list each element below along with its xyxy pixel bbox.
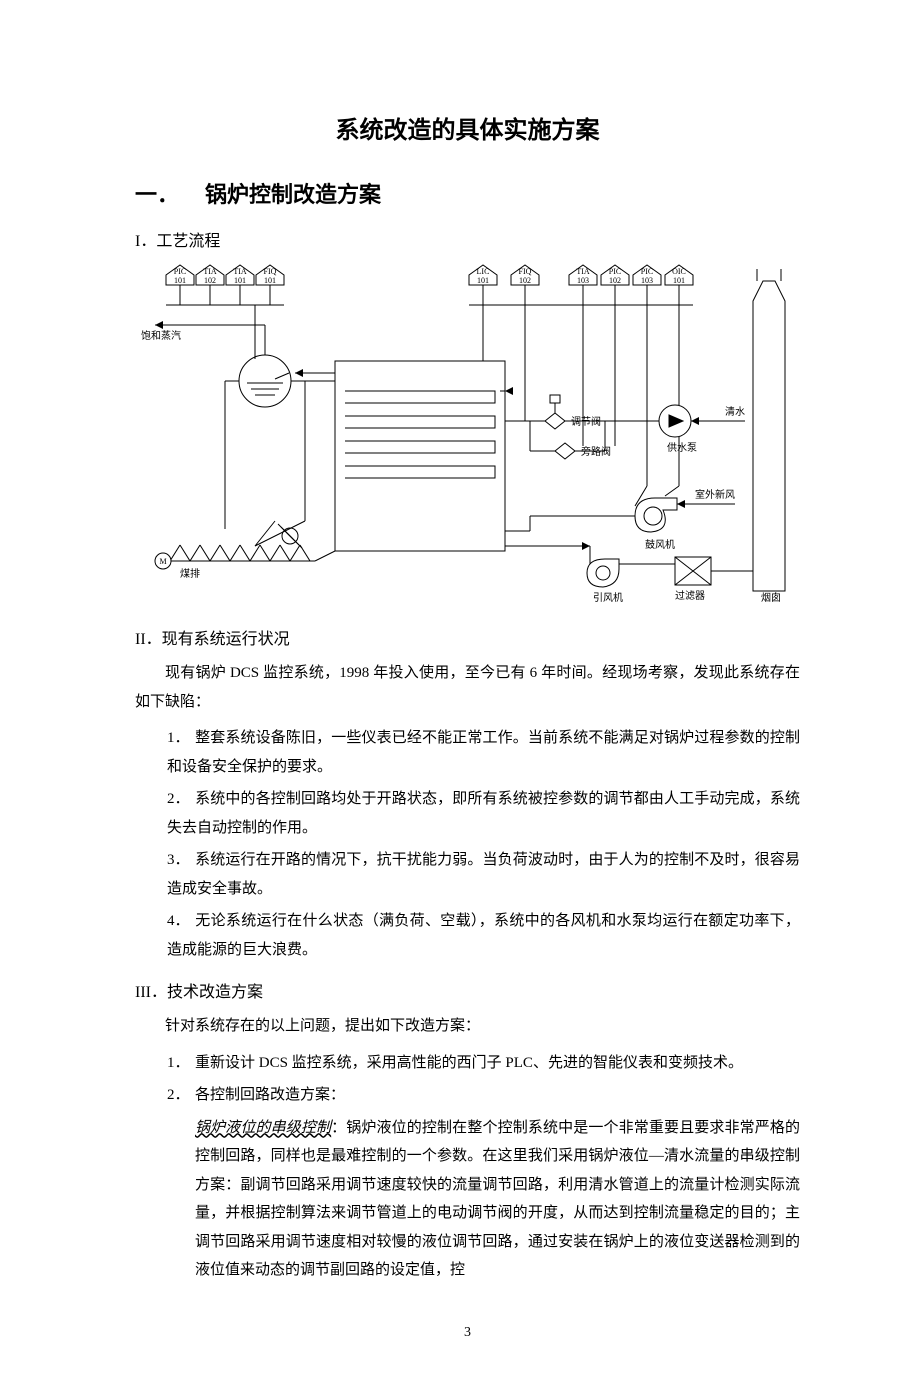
svg-text:FIQ: FIQ (264, 267, 277, 276)
svg-text:101: 101 (234, 276, 246, 285)
plan-intro: 针对系统存在的以上问题，提出如下改造方案： (135, 1012, 800, 1041)
status-intro: 现有锅炉 DCS 监控系统，1998 年投入使用，至今已有 6 年时间。经现场考… (135, 659, 800, 716)
list-text: 系统运行在开路的情况下，抗干扰能力弱。当负荷波动时，由于人为的控制不及时，很容易… (167, 852, 800, 897)
page-number: 3 (135, 1325, 800, 1341)
svg-text:102: 102 (609, 276, 621, 285)
list-text: 系统中的各控制回路均处于开路状态，即所有系统被控参数的调节都由人工手动完成，系统… (167, 791, 800, 836)
svg-text:煤排: 煤排 (180, 567, 200, 580)
svg-text:103: 103 (577, 276, 589, 285)
list-item: 1．整套系统设备陈旧，一些仪表已经不能正常工作。当前系统不能满足对锅炉过程参数的… (167, 724, 800, 781)
status-defect-list: 1．整套系统设备陈旧，一些仪表已经不能正常工作。当前系统不能满足对锅炉过程参数的… (135, 724, 800, 964)
svg-text:TIA: TIA (233, 267, 247, 276)
list-item: 4．无论系统运行在什么状态（满负荷、空载），系统中的各风机和水泵均运行在额定功率… (167, 907, 800, 964)
boiler-flow-diagram: PIC101TIA102TIA101FIQ101LIC101FIQ102TIA1… (135, 261, 800, 606)
svg-text:烟囱: 烟囱 (761, 591, 781, 604)
svg-text:PIC: PIC (609, 267, 621, 276)
list-num: 2． (167, 785, 195, 814)
svg-text:102: 102 (519, 276, 531, 285)
subsection-heading-process: I．工艺流程 (135, 227, 800, 251)
svg-text:101: 101 (264, 276, 276, 285)
svg-text:室外新风: 室外新风 (695, 488, 735, 501)
sub-title: 现有系统运行状况 (162, 631, 290, 648)
list-text: 整套系统设备陈旧，一些仪表已经不能正常工作。当前系统不能满足对锅炉过程参数的控制… (167, 730, 800, 775)
sub-num: III． (135, 984, 167, 1001)
svg-text:鼓风机: 鼓风机 (645, 538, 675, 551)
svg-text:LIC: LIC (477, 267, 490, 276)
sub-num: II． (135, 631, 162, 648)
list-num: 1． (167, 1049, 195, 1078)
svg-text:101: 101 (673, 276, 685, 285)
cascade-title: 锅炉液位的串级控制 (195, 1120, 331, 1136)
svg-text:TIA: TIA (576, 267, 590, 276)
svg-text:OIC: OIC (672, 267, 686, 276)
page-title: 系统改造的具体实施方案 (135, 110, 800, 145)
list-item: 2．系统中的各控制回路均处于开路状态，即所有系统被控参数的调节都由人工手动完成，… (167, 785, 800, 842)
list-text: 重新设计 DCS 监控系统，采用高性能的西门子 PLC、先进的智能仪表和变频技术… (195, 1055, 743, 1071)
svg-text:PIC: PIC (174, 267, 186, 276)
sub-title: 工艺流程 (156, 233, 220, 250)
list-num: 4． (167, 907, 195, 936)
svg-text:103: 103 (641, 276, 653, 285)
svg-text:过滤器: 过滤器 (675, 589, 705, 602)
svg-text:引风机: 引风机 (593, 591, 623, 604)
svg-text:M: M (159, 557, 166, 566)
svg-text:TIA: TIA (203, 267, 217, 276)
list-num: 2． (167, 1081, 195, 1110)
section-num: 一． (135, 177, 205, 209)
sub-num: I． (135, 233, 156, 250)
svg-text:PIC: PIC (641, 267, 653, 276)
list-num: 3． (167, 846, 195, 875)
list-text: 各控制回路改造方案： (195, 1087, 345, 1103)
list-text: 无论系统运行在什么状态（满负荷、空载），系统中的各风机和水泵均运行在额定功率下，… (167, 913, 800, 958)
process-diagram: PIC101TIA102TIA101FIQ101LIC101FIQ102TIA1… (135, 261, 800, 611)
svg-text:FIQ: FIQ (519, 267, 532, 276)
sub-title: 技术改造方案 (167, 984, 263, 1001)
plan-item-2: 2．各控制回路改造方案： (167, 1081, 800, 1110)
svg-text:102: 102 (204, 276, 216, 285)
cascade-body: 锅炉液位的控制在整个控制系统中是一个非常重要且要求非常严格的控制回路，同样也是最… (195, 1120, 800, 1279)
svg-text:清水: 清水 (725, 405, 745, 418)
section-heading-1: 一．锅炉控制改造方案 (135, 177, 800, 209)
list-item: 3．系统运行在开路的情况下，抗干扰能力弱。当负荷波动时，由于人为的控制不及时，很… (167, 846, 800, 903)
svg-text:调节阀: 调节阀 (571, 415, 601, 428)
svg-text:旁路阀: 旁路阀 (581, 445, 611, 458)
subsection-heading-plan: III．技术改造方案 (135, 978, 800, 1002)
subsection-heading-status: II．现有系统运行状况 (135, 625, 800, 649)
plan-item-1: 1．重新设计 DCS 监控系统，采用高性能的西门子 PLC、先进的智能仪表和变频… (167, 1049, 800, 1078)
list-num: 1． (167, 724, 195, 753)
svg-text:101: 101 (174, 276, 186, 285)
cascade-paragraph: 锅炉液位的串级控制：锅炉液位的控制在整个控制系统中是一个非常重要且要求非常严格的… (195, 1114, 800, 1285)
svg-text:饱和蒸汽: 饱和蒸汽 (141, 329, 181, 342)
document-page: 系统改造的具体实施方案 一．锅炉控制改造方案 I．工艺流程 PIC101TIA1… (0, 0, 920, 1381)
section-title: 锅炉控制改造方案 (205, 182, 381, 207)
svg-text:供水泵: 供水泵 (667, 441, 697, 454)
svg-text:101: 101 (477, 276, 489, 285)
